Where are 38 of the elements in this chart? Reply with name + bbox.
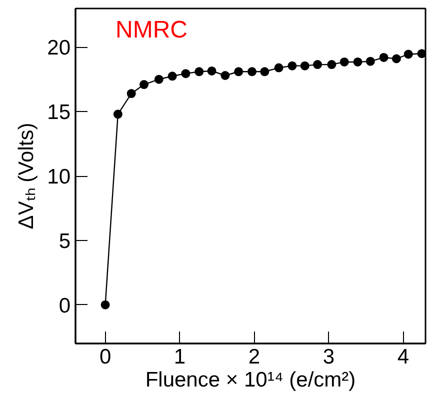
point [100,300,110,310]
x-tick-label: 4 [397,346,410,368]
x-tick-label: 0 [99,346,112,368]
x-tick-label: 1 [174,346,186,368]
point [366,56,375,66]
y-axis-title: ΔVₜₕ (Volts) [15,122,38,230]
point [417,49,426,58]
point [154,74,164,84]
point [288,61,297,70]
x-tick-label: 2 [248,346,260,368]
point [181,69,190,78]
point [168,72,177,81]
y-tick-label: 0 [58,294,71,318]
point [327,60,336,70]
point [404,50,413,59]
point [140,80,149,90]
point [113,110,122,119]
point [340,57,349,66]
point [194,67,204,76]
point [392,54,401,64]
x-tick-label: 3 [322,346,335,368]
point [313,60,322,70]
y-tick-label: 5 [58,230,71,253]
point [247,67,256,76]
point [126,89,136,98]
point [234,67,244,76]
point [274,63,284,72]
point [260,67,270,76]
x-axis-title: Fluence × 10¹⁴ (e/cm²) [145,368,356,392]
y-tick-label: 10 [47,166,70,188]
annotation: NMRC [116,16,188,44]
point [300,61,310,70]
point [353,57,362,66]
point [207,66,216,76]
y-tick-label: 15 [47,101,70,124]
y-tick-label: 20 [47,36,70,60]
point [220,71,230,80]
point [379,52,388,62]
